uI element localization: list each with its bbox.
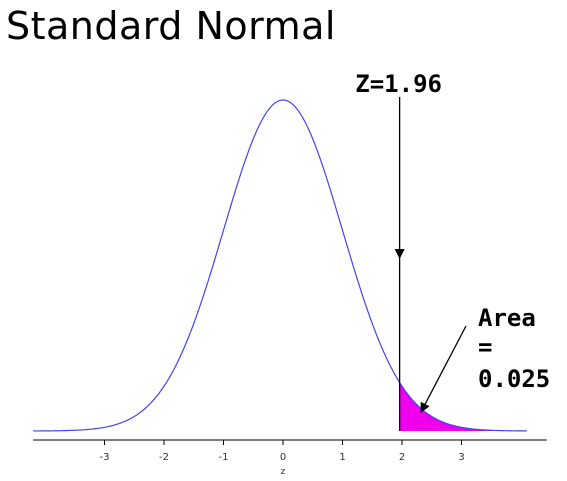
area-arrow [420,325,467,413]
area-label-word: Area [478,304,536,332]
x-tick-label: 3 [458,452,464,463]
area-label-value: 0.025 [478,365,550,393]
area-label-equals: = [478,333,492,361]
x-tick-label: 0 [280,452,286,463]
x-axis-label: z [281,467,286,477]
density-curve [33,99,527,432]
x-tick-label: -3 [100,452,110,463]
chart-title: Standard Normal [6,4,336,48]
x-tick-label: -1 [219,452,229,463]
x-axis: -3 -2 -1 0 1 2 3 z [33,439,547,477]
z-value-label: Z=1.96 [355,70,442,98]
x-tick-label: 1 [339,452,345,463]
x-tick-label: -2 [159,452,169,463]
x-tick-label: 2 [399,452,405,463]
shaded-tail-area [399,382,507,431]
